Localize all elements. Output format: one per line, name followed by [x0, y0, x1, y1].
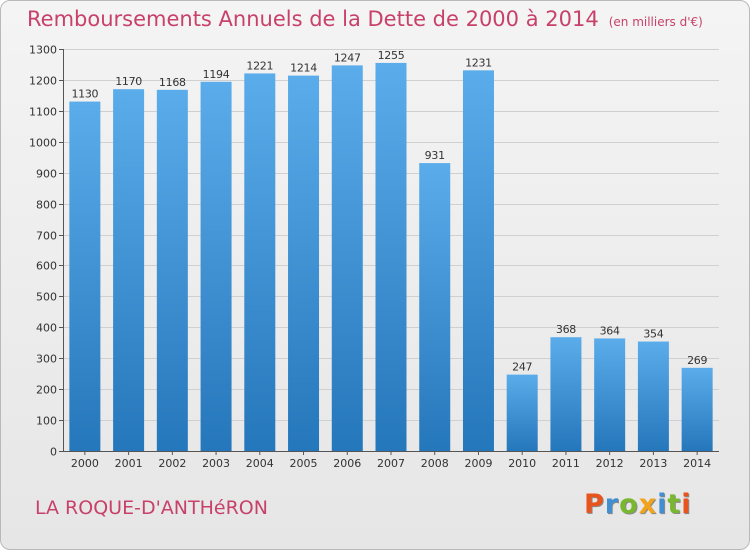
bar-2008 [419, 163, 451, 452]
logo-letter: i [681, 489, 692, 520]
y-tick-label: 600 [36, 260, 57, 273]
y-tick-label: 200 [36, 384, 57, 397]
x-tick-label-2014: 2014 [683, 457, 711, 470]
y-tick-label: 1300 [29, 44, 57, 57]
data-labels: 1130 1170 1168 1194 1221 1214 1247 1255 931 1231 2… [71, 49, 707, 374]
bar-2004 [244, 73, 276, 451]
data-label-2008: 931 [425, 149, 445, 162]
bars [69, 62, 713, 452]
axes: 0 100 200 300 400 500 600 700 800 900 1000 1100 1200… [29, 44, 719, 470]
x-tick-label-2012: 2012 [596, 457, 624, 470]
bar-2002 [156, 89, 188, 452]
x-tick-label-2000: 2000 [71, 457, 99, 470]
data-label-2004: 1221 [246, 59, 273, 72]
bar-2013 [637, 341, 669, 451]
y-tick-label: 400 [36, 322, 57, 335]
x-tick-label-2009: 2009 [464, 457, 492, 470]
data-label-2010: 247 [512, 361, 532, 374]
y-tick-label: 500 [36, 291, 57, 304]
y-tick-label: 100 [36, 415, 57, 428]
x-tick-label-2003: 2003 [202, 457, 230, 470]
y-tick-label: 0 [50, 446, 57, 459]
x-tick-label-2005: 2005 [290, 457, 318, 470]
x-tick-label-2001: 2001 [115, 457, 143, 470]
y-tick-label: 800 [36, 199, 57, 212]
bar-2006 [331, 65, 363, 452]
logo-letter: o [619, 489, 639, 520]
y-tick-label: 900 [36, 168, 57, 181]
y-tick-label: 1200 [29, 75, 57, 88]
bar-2005 [288, 75, 320, 452]
data-label-2009: 1231 [465, 56, 492, 69]
x-tick-label-2006: 2006 [333, 457, 361, 470]
logo-letter: r [604, 489, 620, 520]
x-tick-label-2004: 2004 [246, 457, 274, 470]
bar-2001 [113, 89, 145, 451]
data-label-2013: 354 [643, 328, 663, 341]
data-label-2014: 269 [687, 354, 707, 367]
y-tick-label: 700 [36, 230, 57, 243]
x-tick-label-2008: 2008 [421, 457, 449, 470]
proxiti-logo: Proxiti [584, 489, 692, 520]
logo-letter: t [667, 489, 682, 520]
bar-2007 [375, 62, 407, 452]
bar-2003 [200, 81, 232, 451]
x-tick-label-2002: 2002 [158, 457, 186, 470]
chart-title-text: Remboursements Annuels de la Dette de 20… [27, 7, 599, 31]
x-tick-label-2013: 2013 [639, 457, 667, 470]
data-label-2000: 1130 [71, 88, 98, 101]
x-tick-label-2011: 2011 [552, 457, 580, 470]
bar-2012 [594, 338, 626, 451]
bar-2000 [69, 101, 101, 452]
data-label-2011: 368 [556, 323, 576, 336]
logo-letter: x [638, 489, 658, 520]
logo-letter: i [657, 489, 668, 520]
data-label-2002: 1168 [159, 76, 186, 89]
y-tick-label: 300 [36, 353, 57, 366]
x-tick-label-2010: 2010 [508, 457, 536, 470]
data-label-2003: 1194 [203, 68, 230, 81]
logo-letter: P [584, 489, 605, 520]
bar-2010 [506, 374, 538, 451]
x-tick-label-2007: 2007 [377, 457, 405, 470]
y-tick-label: 1100 [29, 106, 57, 119]
bar-2009 [462, 70, 494, 452]
y-tick-label: 1000 [29, 137, 57, 150]
chart-title: Remboursements Annuels de la Dette de 20… [27, 7, 703, 31]
data-label-2007: 1255 [378, 49, 405, 62]
chart-unit: (en milliers d'€) [608, 15, 703, 29]
bar-2011 [550, 337, 582, 451]
data-label-2012: 364 [600, 324, 620, 337]
data-label-2006: 1247 [334, 51, 361, 64]
data-label-2005: 1214 [290, 62, 317, 75]
commune-name: LA ROQUE-D'ANTHéRON [35, 497, 268, 519]
data-label-2001: 1170 [115, 75, 142, 88]
bar-2014 [681, 367, 713, 451]
